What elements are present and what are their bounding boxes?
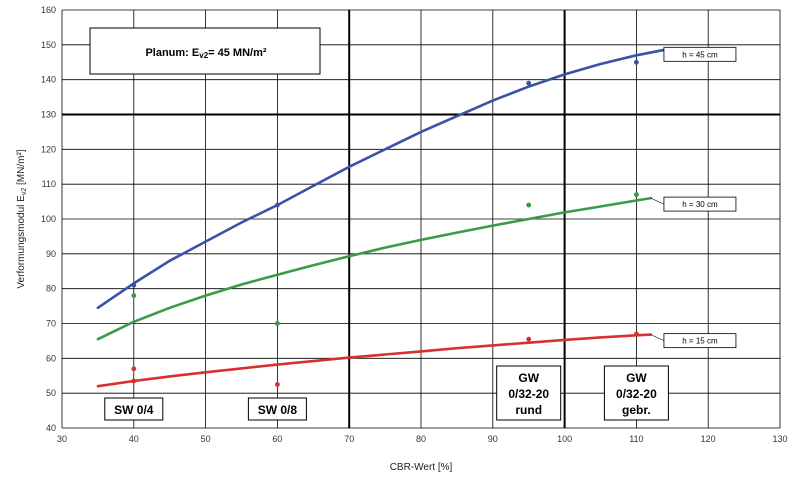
material-label: SW 0/8 bbox=[258, 403, 298, 417]
y-tick-label: 90 bbox=[46, 249, 56, 259]
series-label-text: h = 45 cm bbox=[682, 50, 718, 59]
title-suffix: = 45 MN/m² bbox=[208, 47, 267, 59]
svg-text:Planum: Ev2= 45 MN/m²: Planum: Ev2= 45 MN/m² bbox=[145, 47, 266, 60]
title-sub: v2 bbox=[199, 51, 208, 60]
y-axis-title-unit: [MN/m²] bbox=[16, 149, 27, 188]
material-box bbox=[603, 365, 669, 421]
data-point bbox=[131, 293, 137, 299]
data-point bbox=[131, 366, 137, 372]
series-line-1 bbox=[96, 196, 653, 341]
material-label: 0/32-20 bbox=[616, 387, 657, 401]
y-axis-title-main: Verformungsmodul E bbox=[16, 195, 27, 289]
series-label-text: h = 30 cm bbox=[682, 200, 718, 209]
y-tick-label: 140 bbox=[41, 75, 56, 85]
series-line-2 bbox=[96, 333, 653, 388]
series-line-0 bbox=[96, 47, 674, 310]
title-prefix: Planum: E bbox=[145, 47, 199, 59]
x-axis-title: CBR-Wert [%] bbox=[390, 462, 453, 473]
data-point bbox=[634, 192, 639, 198]
data-point bbox=[275, 202, 280, 208]
x-tick-label: 30 bbox=[57, 434, 67, 444]
y-tick-label: 50 bbox=[46, 388, 56, 398]
data-point bbox=[275, 382, 280, 387]
material-boxes: SW 0/4 SW 0/8 GW 0/32-20 rund GW 0/32-20 gebr. bbox=[104, 365, 669, 421]
y-tick-label: 70 bbox=[46, 319, 56, 329]
x-tick-label: 80 bbox=[416, 434, 426, 444]
x-tick-label: 60 bbox=[272, 434, 282, 444]
data-point bbox=[131, 282, 137, 288]
y-tick-label: 60 bbox=[46, 353, 56, 363]
y-axis-title-sub: v2 bbox=[21, 188, 28, 196]
label-leader-line bbox=[650, 197, 665, 205]
series-layer bbox=[96, 47, 674, 388]
material-label: gebr. bbox=[622, 403, 651, 417]
y-tick-label: 40 bbox=[46, 423, 56, 433]
y-tick-label: 160 bbox=[41, 5, 56, 15]
material-label: 0/32-20 bbox=[508, 387, 549, 401]
x-tick-label: 40 bbox=[129, 434, 139, 444]
data-point bbox=[634, 59, 639, 65]
series-label-box bbox=[663, 333, 737, 349]
data-point bbox=[634, 331, 639, 337]
material-label: GW bbox=[518, 371, 539, 385]
x-tick-label: 110 bbox=[629, 434, 643, 444]
series-labels: h = 45 cm h = 30 cm h = 15 cm bbox=[650, 46, 737, 349]
grid-lines bbox=[61, 9, 781, 429]
data-point bbox=[131, 378, 137, 384]
tick-labels: 30 40 50 60 70 80 90 100 110 120 13040506070809010… bbox=[41, 5, 788, 444]
x-tick-label: 50 bbox=[201, 434, 211, 444]
data-point bbox=[275, 321, 280, 326]
y-tick-label: 110 bbox=[42, 179, 56, 189]
data-point bbox=[526, 202, 532, 208]
y-tick-label: 120 bbox=[41, 144, 56, 154]
material-box bbox=[247, 397, 307, 421]
material-box bbox=[104, 397, 164, 421]
series-label-box bbox=[663, 196, 737, 212]
title-box: Planum: Ev2= 45 MN/m² bbox=[89, 27, 321, 75]
x-tick-label: 70 bbox=[344, 434, 354, 444]
y-tick-label: 150 bbox=[41, 40, 56, 50]
x-tick-label: 130 bbox=[772, 434, 787, 444]
x-tick-label: 120 bbox=[701, 434, 716, 444]
material-label: SW 0/4 bbox=[114, 403, 154, 417]
material-box bbox=[496, 365, 562, 421]
material-label: rund bbox=[515, 403, 542, 417]
data-point bbox=[526, 80, 532, 86]
y-axis-title: Verformungsmodul Ev2 [MN/m²] bbox=[16, 149, 28, 288]
data-point bbox=[526, 336, 532, 342]
y-tick-label: 130 bbox=[41, 110, 56, 120]
series-label-text: h = 15 cm bbox=[682, 337, 718, 346]
material-label: GW bbox=[626, 371, 647, 385]
x-tick-label: 90 bbox=[488, 434, 498, 444]
label-leader-line bbox=[650, 334, 665, 341]
y-tick-label: 80 bbox=[46, 284, 56, 294]
x-tick-label: 100 bbox=[557, 434, 572, 444]
series-label-box bbox=[663, 46, 737, 62]
y-tick-label: 100 bbox=[41, 214, 56, 224]
